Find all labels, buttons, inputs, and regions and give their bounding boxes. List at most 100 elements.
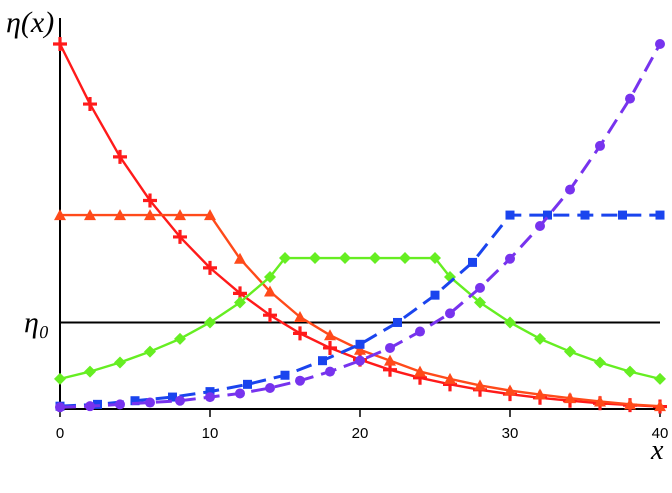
data-point [54, 372, 66, 385]
data-point [624, 398, 636, 410]
data-point [429, 252, 441, 265]
data-point [414, 365, 426, 377]
data-point [565, 184, 575, 195]
series-2 [54, 209, 666, 412]
data-point [130, 396, 140, 406]
data-point [339, 252, 351, 265]
data-point [369, 252, 381, 265]
data-point [430, 290, 440, 300]
axes: 0 10 20 30 40 [56, 18, 669, 442]
data-point [280, 370, 290, 380]
data-point [385, 342, 395, 353]
series-layer [53, 37, 667, 414]
data-point [174, 209, 186, 221]
data-point [234, 296, 246, 309]
data-point [354, 343, 366, 355]
data-point [264, 285, 276, 297]
series-line [60, 213, 661, 408]
eta0-label: η₀ [24, 306, 49, 339]
data-point [580, 210, 590, 220]
x-tick-label: 0 [56, 425, 64, 442]
data-point [355, 339, 365, 349]
data-point [279, 252, 291, 265]
data-point [504, 384, 516, 396]
data-point [654, 400, 666, 412]
data-point [324, 329, 336, 341]
data-point [265, 382, 275, 393]
data-point [654, 372, 666, 385]
data-point [294, 311, 306, 322]
data-point [83, 97, 97, 112]
data-point [114, 356, 126, 369]
data-point [399, 252, 411, 265]
data-point [474, 296, 486, 309]
data-point [384, 354, 396, 366]
data-point [143, 193, 157, 208]
data-point [475, 282, 485, 293]
data-point [85, 401, 95, 412]
data-point [84, 209, 96, 221]
data-point [263, 308, 277, 323]
data-point [145, 397, 155, 408]
data-point [264, 270, 276, 283]
data-point [624, 365, 636, 378]
x-tick-label: 10 [202, 425, 219, 442]
data-point [415, 326, 425, 337]
data-point [564, 345, 576, 358]
data-point [205, 387, 215, 397]
data-point [535, 221, 545, 231]
x-axis-label: x [650, 435, 664, 466]
series-5 [55, 39, 665, 413]
data-point [505, 210, 515, 220]
data-point [243, 379, 252, 389]
data-point [355, 355, 365, 366]
data-point [204, 316, 216, 329]
data-point [115, 399, 125, 410]
data-point [295, 375, 305, 386]
data-point [655, 39, 665, 49]
data-point [474, 379, 486, 391]
data-point [293, 326, 307, 341]
series-line [59, 256, 661, 381]
data-point [564, 392, 576, 404]
data-point [618, 210, 627, 220]
labels: η(x) x η₀ [6, 6, 664, 466]
data-point [234, 252, 246, 264]
x-tick-label: 30 [502, 425, 519, 442]
series-4 [55, 210, 665, 411]
series-line [59, 43, 662, 409]
data-point [54, 209, 66, 221]
data-point [144, 209, 156, 221]
data-point [543, 210, 552, 220]
data-point [55, 402, 65, 413]
data-point [144, 345, 156, 358]
data-point [318, 356, 327, 366]
series-3 [54, 252, 666, 385]
data-point [393, 317, 402, 327]
data-point [174, 332, 186, 345]
data-point [595, 140, 605, 151]
data-point [175, 395, 185, 406]
data-point [505, 253, 515, 264]
data-point [468, 257, 477, 267]
data-point [534, 332, 546, 345]
data-point [594, 395, 606, 407]
data-point [204, 209, 216, 221]
data-point [84, 365, 96, 378]
series-line [59, 213, 660, 408]
data-point [445, 308, 455, 319]
data-point [534, 388, 546, 400]
x-tick-label: 40 [652, 425, 669, 442]
x-ticks: 0 10 20 30 40 [56, 409, 669, 442]
data-point [203, 260, 217, 275]
data-point [325, 366, 335, 377]
data-point [625, 93, 635, 104]
data-point [309, 252, 321, 265]
data-point [168, 392, 177, 402]
data-point [53, 37, 67, 51]
data-point [114, 209, 126, 221]
y-axis-label: η(x) [6, 6, 54, 39]
x-tick-label: 20 [352, 425, 369, 442]
data-point [444, 372, 456, 384]
